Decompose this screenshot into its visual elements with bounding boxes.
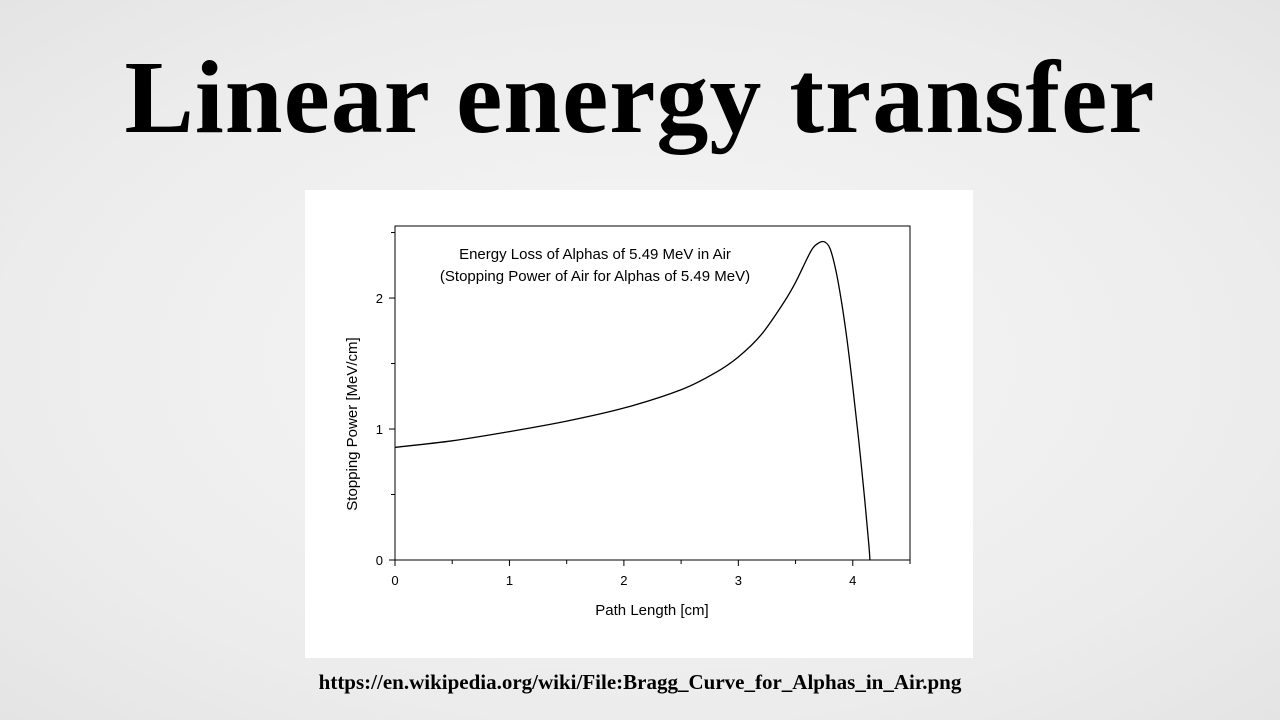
series-line <box>394 240 871 561</box>
y-tick-label: 2 <box>376 291 383 306</box>
y-tick-label: 1 <box>376 422 383 437</box>
source-link[interactable]: https://en.wikipedia.org/wiki/File:Bragg… <box>318 670 962 694</box>
page-title: Linear energy transfer <box>124 40 1156 155</box>
axis-ticks: 0 1 2 3 4 0 1 2 <box>376 232 911 588</box>
x-tick-label: 1 <box>506 573 513 588</box>
x-tick-label: 0 <box>391 573 398 588</box>
series-group <box>394 240 871 561</box>
plot-frame <box>394 225 911 561</box>
y-axis-label: Stopping Power [MeV/cm] <box>344 337 361 510</box>
bragg-curve-chart: 0 1 2 3 4 0 1 2 Energy Loss of Alphas of 5.49 M… <box>344 225 911 619</box>
x-tick-label: 3 <box>735 573 742 588</box>
x-tick-label: 2 <box>620 573 627 588</box>
chart-figure: 0 1 2 3 4 0 1 2 Energy Loss of Alphas of 5.49 M… <box>305 190 973 658</box>
x-tick-label: 4 <box>849 573 856 588</box>
x-axis-label: Path Length [cm] <box>595 602 708 619</box>
chart-title: Energy Loss of Alphas of 5.49 MeV in Air <box>459 246 731 263</box>
plot-border <box>394 225 911 561</box>
chart-subtitle: (Stopping Power of Air for Alphas of 5.4… <box>440 268 750 285</box>
y-tick-label: 0 <box>376 553 383 568</box>
